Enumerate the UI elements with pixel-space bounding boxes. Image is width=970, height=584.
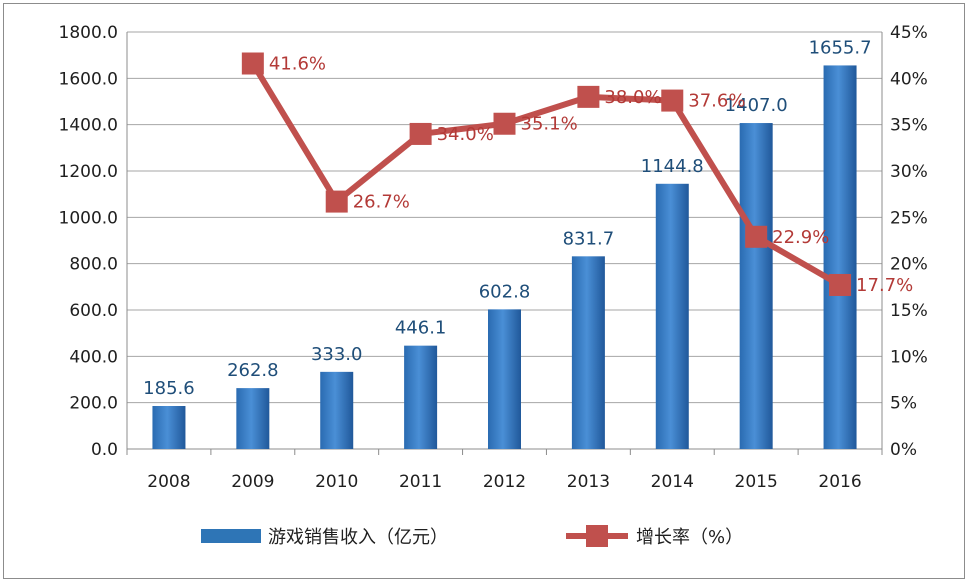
y-left-tick-label: 0.0 (91, 440, 118, 460)
bar (739, 123, 773, 450)
growth-data-label: 34.0% (437, 124, 494, 145)
legend-label-bar: 游戏销售收入（亿元） (268, 527, 448, 548)
growth-data-label: 37.6% (688, 91, 745, 112)
y-right-tick-label: 35% (890, 116, 928, 136)
y-right-tick-label: 5% (890, 394, 917, 414)
growth-marker (241, 52, 264, 75)
growth-line (250, 61, 842, 288)
growth-data-label: 17.7% (856, 275, 913, 296)
bar (823, 65, 857, 449)
growth-marker (493, 112, 516, 135)
growth-marker (745, 225, 768, 248)
legend-label-line: 增长率（%） (636, 527, 743, 548)
legend-swatch-bar (201, 529, 261, 543)
y-left-tick-label: 800.0 (69, 255, 118, 275)
legend-swatch-marker (586, 525, 608, 547)
chart-frame (3, 3, 965, 579)
bar-data-label: 333.0 (311, 344, 363, 365)
growth-data-label: 26.7% (353, 192, 410, 213)
y-right-tick-label: 0% (890, 440, 917, 460)
bar-data-label: 262.8 (227, 360, 279, 381)
y-right-tick-label: 45% (890, 23, 928, 43)
bar-data-label: 602.8 (479, 281, 531, 302)
bar-data-label: 1144.8 (641, 156, 704, 177)
growth-marker (325, 190, 348, 213)
y-left-tick-label: 1600.0 (59, 69, 118, 89)
growth-data-label: 35.1% (521, 114, 578, 135)
bar (655, 183, 689, 449)
y-left-tick-label: 1800.0 (59, 23, 118, 43)
growth-data-label: 22.9% (772, 227, 829, 248)
growth-marker (661, 89, 684, 112)
x-tick-label: 2011 (399, 472, 442, 492)
bar-data-label: 185.6 (143, 378, 195, 399)
growth-marker (829, 273, 852, 296)
y-right-tick-label: 25% (890, 208, 928, 228)
y-left-tick-label: 600.0 (69, 301, 118, 321)
bar (488, 309, 521, 449)
y-left-tick-label: 1200.0 (59, 162, 118, 182)
bar-data-label: 1407.0 (725, 95, 788, 116)
x-tick-label: 2012 (483, 472, 526, 492)
y-left-tick-label: 400.0 (69, 347, 118, 367)
bar-data-label: 831.7 (563, 228, 615, 249)
bar (404, 345, 438, 449)
x-tick-label: 2013 (567, 472, 610, 492)
y-left-tick-label: 200.0 (69, 394, 118, 414)
growth-marker (409, 122, 432, 145)
y-right-tick-label: 10% (890, 347, 928, 367)
bar (571, 256, 605, 449)
growth-data-label: 38.0% (604, 87, 661, 108)
growth-marker (577, 85, 600, 108)
bar (236, 388, 270, 449)
y-left-tick-label: 1000.0 (59, 208, 118, 228)
x-tick-label: 2010 (315, 472, 358, 492)
x-tick-label: 2009 (231, 472, 274, 492)
y-right-tick-label: 40% (890, 69, 928, 89)
bar-data-label: 1655.7 (809, 37, 872, 58)
y-right-tick-label: 30% (890, 162, 928, 182)
bar (320, 371, 354, 449)
y-left-tick-label: 1400.0 (59, 116, 118, 136)
y-right-tick-label: 20% (890, 255, 928, 275)
growth-data-label: 41.6% (269, 54, 326, 75)
x-tick-label: 2014 (651, 472, 694, 492)
bar (152, 406, 186, 449)
y-right-tick-label: 15% (890, 301, 928, 321)
x-tick-label: 2008 (147, 472, 190, 492)
bar-data-label: 446.1 (395, 318, 447, 339)
x-tick-label: 2015 (735, 472, 778, 492)
x-tick-label: 2016 (818, 472, 861, 492)
